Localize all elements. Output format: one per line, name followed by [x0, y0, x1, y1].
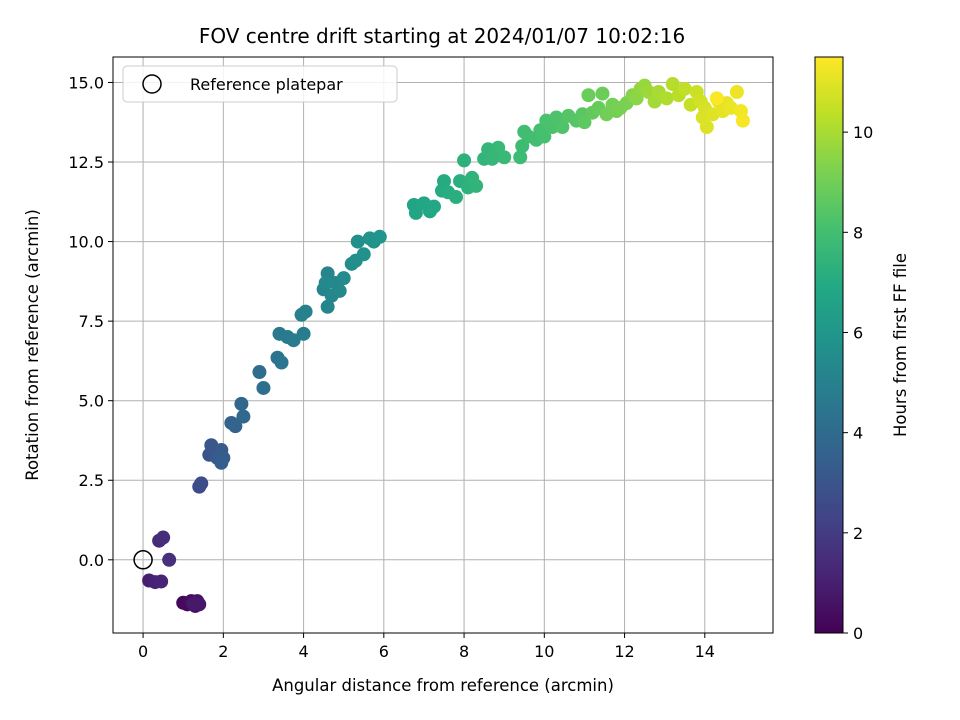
legend: Reference platepar: [122, 65, 398, 103]
x-axis-title: Angular distance from reference (arcmin): [272, 676, 614, 695]
x-tick-label: 0: [138, 642, 148, 661]
colorbar-gradient: [815, 57, 843, 633]
data-point: [677, 81, 692, 96]
chart-title: FOV centre drift starting at 2024/01/07 …: [199, 24, 685, 48]
y-tick-label: 12.5: [68, 153, 104, 172]
colorbar-tick-label: 0: [853, 624, 863, 643]
data-point: [408, 205, 423, 220]
data-point: [194, 476, 209, 491]
data-point: [214, 455, 229, 470]
x-tick-label: 4: [298, 642, 308, 661]
y-tick-label: 5.0: [79, 392, 104, 411]
data-point: [665, 77, 680, 92]
legend-box: [122, 65, 398, 103]
data-point: [274, 355, 289, 370]
data-point: [256, 380, 271, 395]
data-point: [228, 419, 243, 434]
x-tick-label: 8: [459, 642, 469, 661]
data-point: [286, 333, 301, 348]
colorbar-tick-label: 6: [853, 323, 863, 342]
data-point: [449, 190, 464, 205]
plot-background: [113, 57, 773, 633]
grid-lines: [113, 57, 773, 633]
y-axis-title: Rotation from reference (arcmin): [23, 209, 42, 481]
colorbar: 0 2 4 6 8 10 Hours from first FF file: [814, 56, 910, 643]
data-point: [186, 596, 201, 611]
data-point: [236, 409, 251, 424]
data-point: [581, 88, 596, 103]
y-axis-ticks: 0.0 2.5 5.0 7.5 10.0 12.5 15.0: [68, 73, 113, 570]
y-tick-label: 10.0: [68, 233, 104, 252]
data-point: [497, 150, 512, 165]
data-point: [336, 271, 351, 286]
plot-area: 0 2 4 6 8 10 12 14 0.0 2.5 5.0 7.5 10.0 12.5 15.0 Ref…: [68, 56, 774, 661]
plot-frame: [112, 56, 774, 634]
legend-marker-icon: [142, 74, 162, 94]
colorbar-tick-label: 2: [853, 524, 863, 543]
data-point: [699, 120, 714, 135]
x-axis-ticks: 0 2 4 6 8 10 12 14: [138, 633, 715, 661]
data-point: [577, 115, 592, 130]
legend-label: Reference platepar: [190, 75, 343, 94]
reference-platepar-marker: [133, 550, 153, 570]
data-point: [469, 178, 484, 193]
colorbar-ticks: 0 2 4 6 8 10: [843, 123, 873, 643]
data-point: [234, 396, 249, 411]
x-tick-label: 14: [695, 642, 715, 661]
data-point: [154, 574, 169, 589]
data-point: [426, 199, 441, 214]
data-point: [332, 283, 347, 298]
data-point: [372, 229, 387, 244]
data-points: [142, 77, 750, 613]
x-tick-label: 10: [534, 642, 554, 661]
data-point: [513, 150, 528, 165]
data-point: [318, 275, 333, 290]
data-point: [555, 120, 570, 135]
data-point: [709, 91, 724, 106]
data-point: [437, 174, 452, 189]
colorbar-title: Hours from first FF file: [891, 253, 910, 437]
y-tick-label: 0.0: [79, 551, 104, 570]
x-tick-label: 12: [614, 642, 634, 661]
x-tick-label: 6: [379, 642, 389, 661]
data-point: [457, 153, 472, 168]
data-point: [735, 113, 750, 128]
data-point: [252, 365, 267, 380]
data-point: [156, 530, 171, 545]
data-point: [485, 151, 500, 166]
x-tick-label: 2: [218, 642, 228, 661]
data-point: [659, 91, 674, 106]
y-tick-label: 15.0: [68, 73, 104, 92]
y-tick-label: 7.5: [79, 312, 104, 331]
data-point: [320, 299, 335, 314]
colorbar-tick-label: 10: [853, 123, 873, 142]
data-point: [350, 234, 365, 249]
colorbar-frame: [814, 56, 844, 634]
data-point: [296, 326, 311, 341]
data-point: [595, 86, 610, 101]
data-point: [356, 247, 371, 262]
data-point: [162, 552, 177, 567]
data-point: [537, 129, 552, 144]
colorbar-tick-label: 4: [853, 424, 863, 443]
colorbar-tick-label: 8: [853, 223, 863, 242]
y-tick-label: 2.5: [79, 471, 104, 490]
data-point: [298, 304, 313, 319]
data-point: [729, 85, 744, 100]
